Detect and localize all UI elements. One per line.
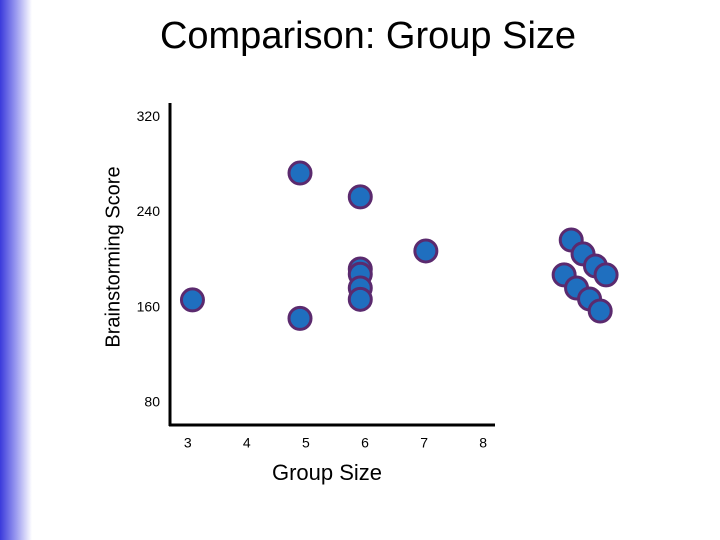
y-axis-label: Brainstorming Score <box>102 166 124 347</box>
y-tick-label: 320 <box>137 108 161 124</box>
x-tick-label: 7 <box>420 435 428 451</box>
x-axis-label: Group Size <box>272 460 382 485</box>
x-tick-label: 5 <box>302 435 310 451</box>
x-tick-label: 3 <box>184 435 192 451</box>
point <box>593 262 619 288</box>
point <box>179 287 205 313</box>
point <box>347 184 373 210</box>
y-tick-label: 240 <box>137 203 161 219</box>
point <box>287 160 313 186</box>
point <box>587 298 613 324</box>
x-tick-label: 8 <box>479 435 487 451</box>
y-tick-label: 160 <box>137 298 161 314</box>
chart-title: Comparison: Group Size <box>160 15 576 57</box>
point <box>413 238 439 264</box>
point <box>287 305 313 331</box>
x-tick-label: 6 <box>361 435 369 451</box>
side-band <box>0 0 32 540</box>
x-tick-label: 4 <box>243 435 251 451</box>
point <box>347 286 373 312</box>
y-tick-label: 80 <box>144 394 160 410</box>
